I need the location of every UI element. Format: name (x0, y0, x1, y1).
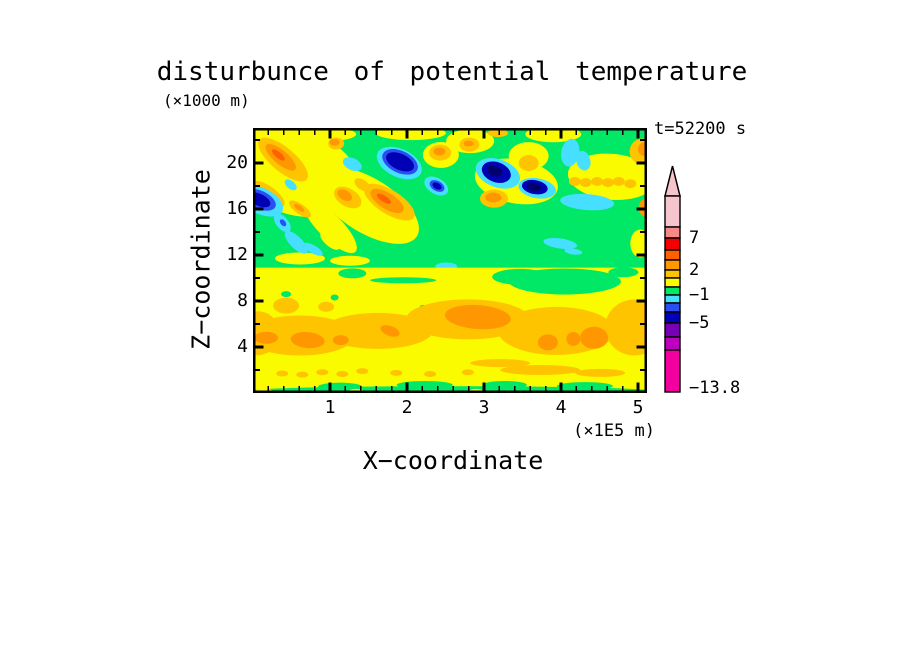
x-axis-title: X−coordinate (362, 446, 544, 475)
x-tick-label: 3 (478, 397, 490, 418)
x-tick-label: 2 (401, 397, 413, 418)
colorbar-tick-label: −13.8 (689, 378, 741, 398)
time-label: t=52200 s (654, 119, 747, 139)
z-tick-label: 16 (226, 198, 248, 219)
z-tick-label: 8 (237, 290, 248, 311)
z-tick-label: 4 (237, 336, 248, 357)
z-tick-label: 20 (226, 152, 248, 173)
x-tick-label: 4 (555, 397, 567, 418)
contour-plot (253, 128, 647, 393)
colorbar (664, 165, 681, 393)
colorbar-tick-labels: 7 2 −1 −5 −13.8 (689, 0, 759, 654)
x-tick-label: 5 (632, 397, 644, 418)
z-tick-labels: 4 8 12 16 20 (204, 128, 248, 393)
z-tick-label: 12 (226, 244, 248, 265)
colorbar-tick-label: −1 (689, 285, 710, 305)
colorbar-tick-label: 7 (689, 228, 700, 248)
z-axis-unit-label: (×1000 m) (163, 91, 250, 110)
x-tick-labels: 1 2 3 4 5 (253, 397, 647, 421)
colorbar-tick-label: 2 (689, 260, 700, 280)
x-tick-label: 1 (324, 397, 336, 418)
colorbar-tick-label: −5 (689, 313, 710, 333)
chart-title: disturbunce of potential temperature (156, 57, 748, 87)
x-axis-unit-label: (×1E5 m) (573, 421, 655, 441)
